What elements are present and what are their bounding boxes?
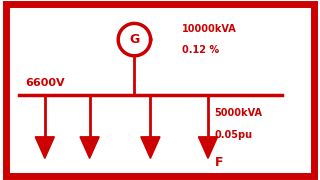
Text: 0.12 %: 0.12 % (182, 45, 220, 55)
Polygon shape (198, 137, 218, 158)
Polygon shape (35, 137, 54, 158)
Polygon shape (80, 137, 99, 158)
Polygon shape (141, 137, 160, 158)
Text: 10000kVA: 10000kVA (182, 24, 237, 34)
Text: F: F (214, 156, 223, 168)
Text: 0.05pu: 0.05pu (214, 130, 252, 140)
Text: G: G (129, 33, 140, 46)
Text: 6600V: 6600V (26, 78, 65, 88)
Text: 5000kVA: 5000kVA (214, 108, 262, 118)
